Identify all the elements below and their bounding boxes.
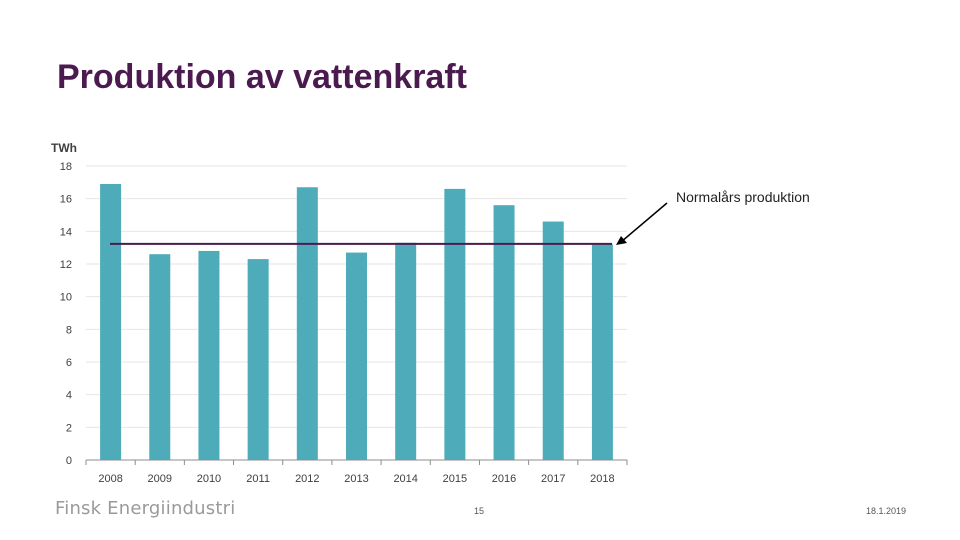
y-tick-label: 18 xyxy=(60,161,72,173)
y-tick-label: 0 xyxy=(66,455,72,467)
bar-2016 xyxy=(493,205,515,460)
company-logo: Finsk Energiindustri xyxy=(55,498,236,519)
x-tick-label: 2010 xyxy=(197,473,221,485)
y-tick-label: 14 xyxy=(60,226,72,238)
y-tick-label: 4 xyxy=(66,390,72,402)
x-tick-label: 2014 xyxy=(393,473,417,485)
bar-2009 xyxy=(149,254,171,460)
slide-title: Produktion av vattenkraft xyxy=(57,58,467,96)
y-tick-label: 6 xyxy=(66,357,72,369)
bar-2013 xyxy=(346,252,367,460)
bar-2018 xyxy=(591,244,613,460)
x-tick-label: 2012 xyxy=(295,473,319,485)
bar-2010 xyxy=(198,250,220,460)
reference-line-label: Normalårs produktion xyxy=(676,189,810,205)
bar-2014 xyxy=(395,242,417,460)
bar-2008 xyxy=(100,183,122,460)
bar-2017 xyxy=(542,221,564,460)
y-tick-label: 16 xyxy=(60,194,72,206)
bar-2012 xyxy=(296,187,318,460)
bar-2015 xyxy=(444,188,466,460)
x-tick-label: 2008 xyxy=(98,473,122,485)
y-tick-label: 12 xyxy=(60,259,72,271)
y-tick-label: 10 xyxy=(60,292,72,304)
x-tick-label: 2009 xyxy=(148,473,172,485)
y-axis-unit-label: TWh xyxy=(51,141,77,155)
x-tick-label: 2011 xyxy=(246,473,270,485)
slide-date: 18.1.2019 xyxy=(866,506,907,516)
y-tick-label: 8 xyxy=(66,324,72,336)
x-tick-label: 2015 xyxy=(443,473,467,485)
bar-2011 xyxy=(247,259,269,460)
x-tick-label: 2017 xyxy=(541,473,565,485)
annotation-arrowhead xyxy=(616,236,627,245)
x-tick-label: 2013 xyxy=(344,473,368,485)
x-tick-label: 2016 xyxy=(492,473,516,485)
y-tick-label: 2 xyxy=(66,422,72,434)
x-tick-label: 2018 xyxy=(590,473,614,485)
annotation-arrow xyxy=(620,202,668,243)
page-number: 15 xyxy=(474,506,485,516)
